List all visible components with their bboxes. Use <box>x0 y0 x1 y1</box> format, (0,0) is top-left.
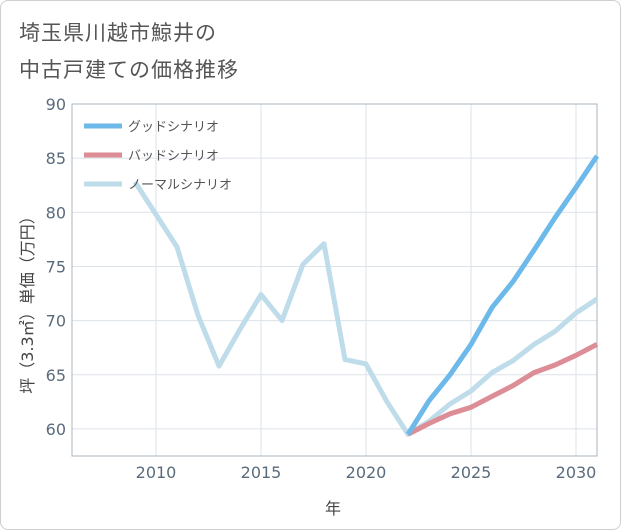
legend-item-bad: バッドシナリオ <box>84 149 219 164</box>
x-axis-title: 年 <box>325 499 341 518</box>
y-tick-label: 70 <box>46 312 66 331</box>
y-axis-title: 坪（3.3㎡）単価（万円） <box>18 208 37 393</box>
legend-item-normal: ノーマルシナリオ <box>84 178 232 193</box>
chart-title-line2: 中古戸建ての価格推移 <box>19 58 239 82</box>
series-line-good <box>405 154 600 436</box>
x-tick-label: 2030 <box>556 463 597 482</box>
x-tick-label: 2010 <box>136 463 177 482</box>
chart-title: 埼玉県川越市鯨井の 中古戸建ての価格推移 <box>19 15 239 89</box>
series-line-bad <box>406 342 599 437</box>
y-tick-label: 75 <box>46 257 66 276</box>
y-tick-label: 90 <box>46 95 66 114</box>
x-tick-label: 2025 <box>451 463 492 482</box>
x-tick-label: 2020 <box>346 463 387 482</box>
y-axis: 60 65 70 75 80 85 90 <box>46 95 66 439</box>
plot-area-border <box>71 103 598 457</box>
legend-item-good: グッドシナリオ <box>84 120 219 135</box>
legend-label: グッドシナリオ <box>128 120 219 135</box>
y-tick-label: 65 <box>46 366 66 385</box>
chart-title-line1: 埼玉県川越市鯨井の <box>19 21 217 45</box>
legend-label: ノーマルシナリオ <box>128 178 232 193</box>
x-axis: 2010 2015 2020 2025 2030 <box>136 463 597 482</box>
y-tick-label: 80 <box>46 203 66 222</box>
x-tick-label: 2015 <box>241 463 282 482</box>
y-tick-label: 85 <box>46 149 66 168</box>
y-tick-label: 60 <box>46 420 66 439</box>
series-line-normal <box>132 180 599 437</box>
series-layer <box>132 154 600 437</box>
legend-label: バッドシナリオ <box>128 149 219 164</box>
